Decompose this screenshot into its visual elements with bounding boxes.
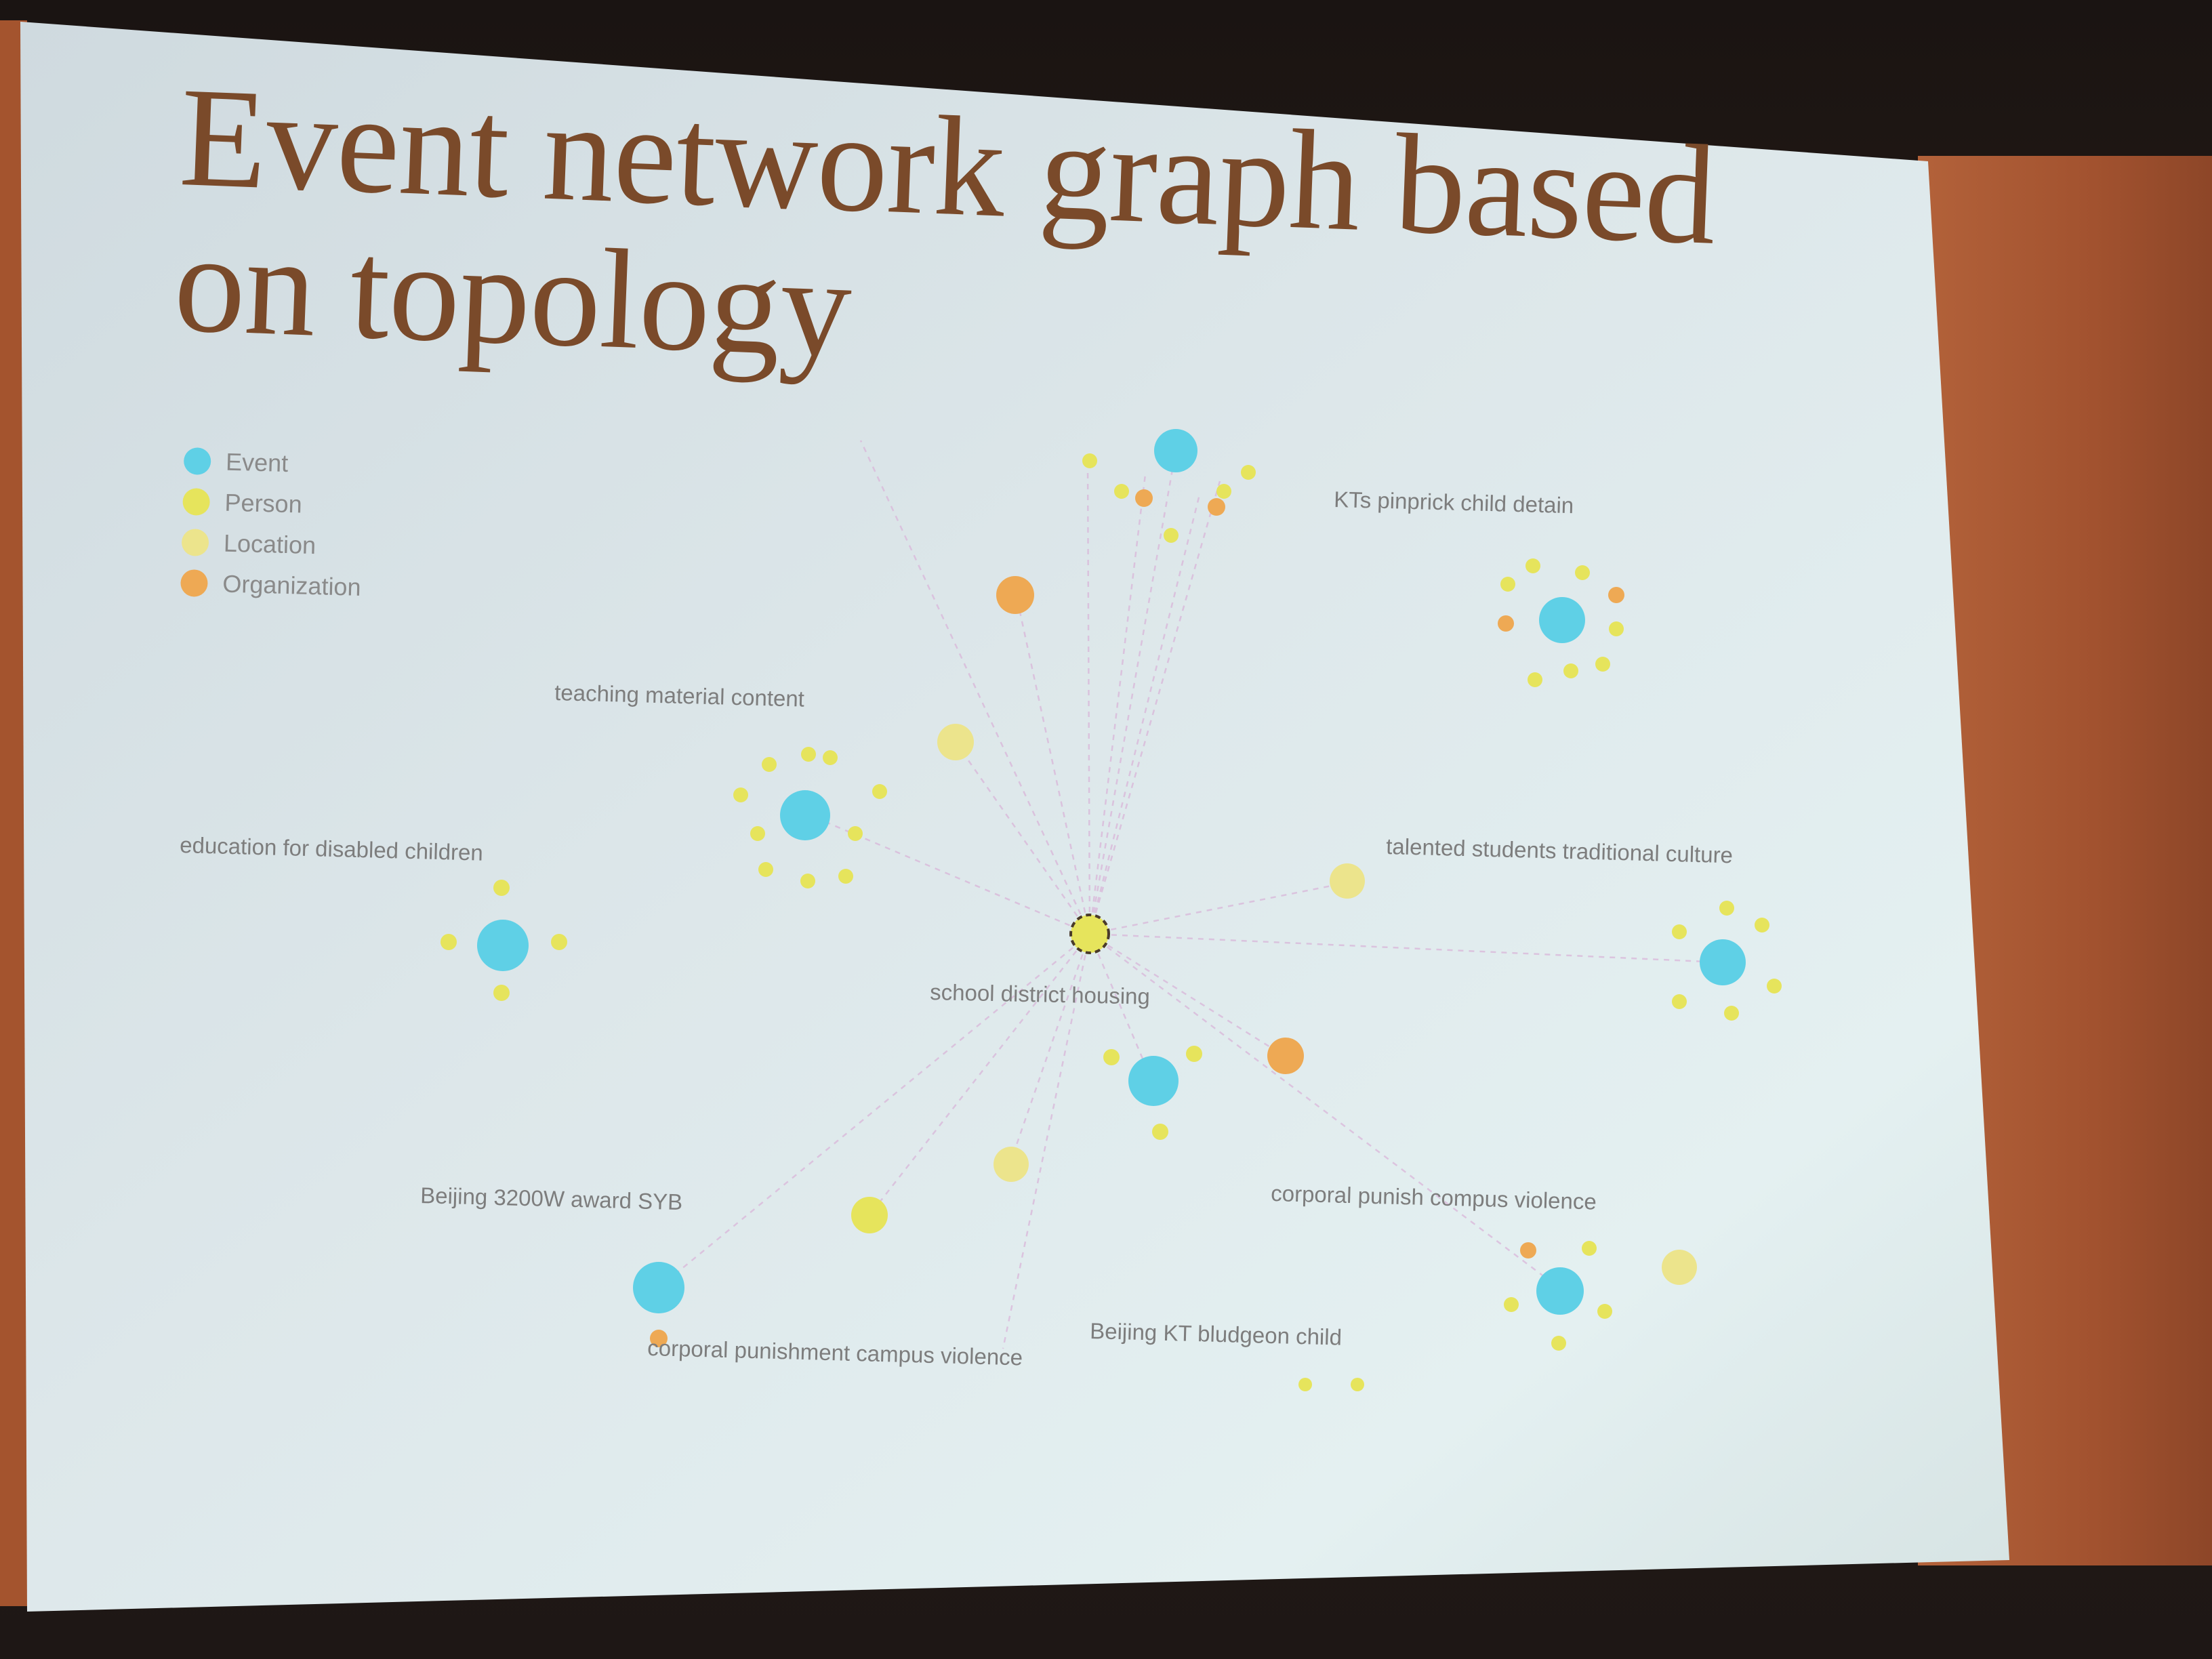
edge [859, 440, 1091, 935]
edge [1089, 933, 1559, 1288]
person-node [838, 869, 853, 884]
cluster-top [1082, 429, 1256, 543]
person-node [1755, 918, 1769, 933]
organization-node [1208, 498, 1225, 516]
person-node [1525, 558, 1540, 573]
organization-node [1267, 1038, 1304, 1074]
person-node [872, 784, 887, 799]
person-node [758, 862, 773, 877]
person-node [493, 985, 510, 1001]
edge [1088, 474, 1147, 935]
location-node [1330, 863, 1365, 899]
person-node [1582, 1241, 1597, 1256]
person-node [1241, 465, 1256, 480]
event-cluster-corporal-compus [1504, 1241, 1612, 1351]
organization-node [650, 1330, 668, 1347]
edge [1089, 933, 1722, 964]
organization-node [1135, 489, 1153, 507]
event-label: corporal punish compus violence [1271, 1181, 1597, 1214]
center-node [1069, 914, 1110, 954]
person-node [1595, 657, 1610, 672]
event-node [1154, 429, 1197, 472]
person-node [1609, 621, 1624, 636]
event-cluster-education-disabled [441, 880, 567, 1001]
event-cluster-talented-students [1672, 901, 1782, 1021]
organization-node [996, 576, 1034, 614]
person-node [1164, 528, 1179, 543]
person-node [1152, 1124, 1168, 1140]
person-node [851, 1197, 888, 1233]
event-label: KTs pinprick child detain [1334, 487, 1574, 518]
event-node [633, 1262, 684, 1313]
person-node [551, 934, 567, 950]
event-cluster-center-bottom [1103, 1046, 1202, 1140]
edge [1088, 933, 1153, 1082]
event-node [477, 920, 529, 971]
location-node [1662, 1250, 1697, 1285]
person-node [848, 826, 863, 841]
person-node [733, 787, 748, 802]
person-node [1767, 979, 1782, 994]
edge [1089, 880, 1356, 935]
event-cluster-beijing-award [633, 1262, 684, 1347]
person-node [1597, 1304, 1612, 1319]
person-node [1298, 1378, 1312, 1391]
event-cluster-teaching-material [733, 747, 887, 888]
event-node [780, 790, 830, 840]
person-node [1186, 1046, 1202, 1062]
person-node [823, 750, 838, 765]
person-node [1082, 453, 1097, 468]
location-node [994, 1147, 1029, 1182]
person-node [1563, 663, 1578, 678]
edge [1086, 460, 1091, 935]
person-node [1575, 565, 1590, 580]
organization-node [1608, 587, 1624, 603]
person-node [493, 880, 510, 896]
event-node [1700, 939, 1746, 985]
event-label: corporal punishment campus violence [647, 1335, 1023, 1370]
event-label: teaching material content [554, 680, 805, 712]
edge [1008, 933, 1091, 1165]
center-node-label: school district housing [930, 979, 1150, 1009]
edge [1088, 450, 1177, 935]
person-node [1551, 1336, 1566, 1351]
slide-surface [20, 22, 2009, 1612]
person-node [801, 747, 816, 762]
person-node [1504, 1297, 1519, 1312]
event-label: education for disabled children [180, 832, 483, 865]
event-label: talented students traditional culture [1386, 834, 1734, 867]
person-node [1672, 924, 1687, 939]
edge [1088, 480, 1221, 935]
person-node [1672, 994, 1687, 1009]
organization-node [1498, 615, 1514, 632]
edge [869, 933, 1090, 1216]
person-node [1216, 484, 1231, 499]
event-node [1536, 1267, 1584, 1315]
person-node [1351, 1378, 1364, 1391]
event-label: Beijing 3200W award SYB [420, 1183, 683, 1214]
person-node [750, 826, 765, 841]
person-node [1103, 1049, 1120, 1065]
person-node [800, 874, 815, 888]
edge [1088, 494, 1201, 935]
person-node [762, 757, 777, 772]
event-cluster-beijing-kt [1298, 1378, 1364, 1391]
edge [804, 812, 1090, 935]
person-node [441, 934, 457, 950]
person-node [1528, 672, 1542, 687]
person-node [1114, 484, 1129, 499]
person-node [1724, 1006, 1739, 1021]
graph-edges [658, 440, 1722, 1349]
location-node [937, 724, 974, 760]
event-node [1539, 597, 1585, 643]
person-node [1500, 577, 1515, 592]
event-node [1128, 1056, 1179, 1106]
event-cluster-kts-pinprick [1498, 558, 1624, 687]
event-label: Beijing KT bludgeon child [1090, 1318, 1343, 1350]
person-node [1719, 901, 1734, 916]
edge [1015, 596, 1091, 935]
organization-node [1520, 1242, 1536, 1258]
